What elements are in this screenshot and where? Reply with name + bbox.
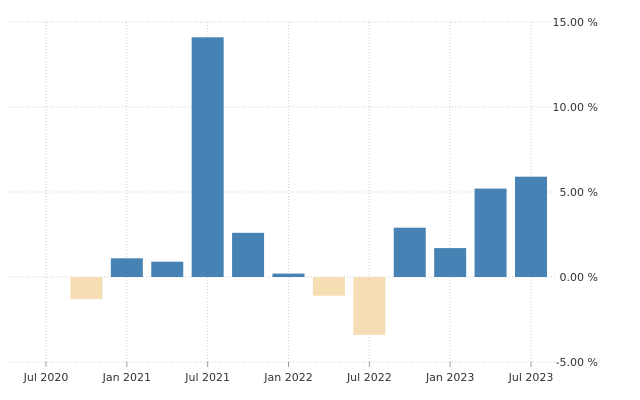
bar: [474, 188, 507, 277]
x-tick-label: Jul 2023: [508, 371, 554, 384]
bar: [393, 227, 426, 277]
y-tick-label: 5.00 %: [560, 186, 598, 199]
x-axis: Jul 2020 Jan 2021 Jul 2021 Jan 2022 Jul 2022…: [23, 362, 554, 384]
y-tick-label: 0.00 %: [560, 271, 598, 284]
y-tick-label: 10.00 %: [553, 101, 598, 114]
bar: [191, 37, 224, 277]
bar: [232, 232, 265, 277]
bar: [515, 176, 547, 277]
bar: [312, 277, 345, 296]
bar: [70, 277, 103, 300]
y-tick-label: -5.00 %: [556, 356, 598, 369]
bar: [110, 258, 143, 277]
x-tick-label: Jul 2021: [184, 371, 230, 384]
bar: [353, 277, 386, 335]
x-tick-label: Jan 2021: [102, 371, 151, 384]
y-axis: 15.00 % 10.00 % 5.00 % 0.00 % -5.00 %: [553, 16, 598, 369]
x-tick-label: Jul 2022: [346, 371, 392, 384]
bars: [70, 37, 547, 335]
x-tick-label: Jul 2020: [23, 371, 69, 384]
x-tick-label: Jan 2022: [263, 371, 312, 384]
bar: [434, 248, 467, 277]
x-tick-label: Jan 2023: [425, 371, 474, 384]
bar: [272, 273, 305, 277]
y-tick-label: 15.00 %: [553, 16, 598, 29]
bar: [151, 261, 184, 277]
